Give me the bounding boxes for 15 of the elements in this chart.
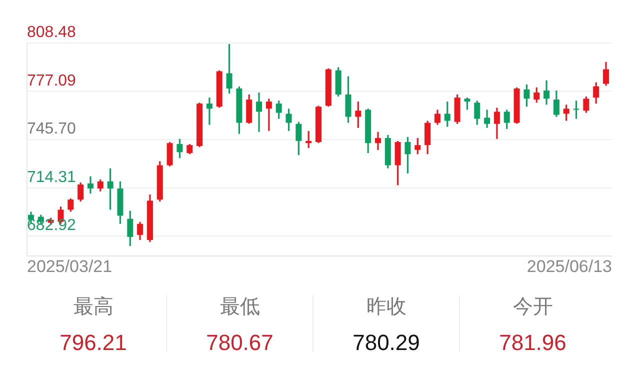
data-label: 780.29: [352, 330, 420, 355]
text: 2025/06/13: [526, 257, 612, 276]
category-label: 昨收: [366, 294, 406, 318]
category-label: 最高: [73, 294, 114, 318]
y-tick-label: 745.70: [27, 120, 76, 138]
category-label: 今开: [512, 294, 553, 318]
data-label: 796.21: [60, 330, 127, 355]
y-tick-label: 682.92: [27, 217, 76, 234]
text: 2025/03/21: [27, 257, 112, 276]
y-tick-label: 808.48: [27, 24, 76, 41]
y-tick-label: 777.09: [27, 72, 76, 90]
data-label: 781.96: [499, 330, 566, 355]
y-tick-label: 714.31: [27, 168, 76, 186]
category-label: 最低: [220, 294, 260, 318]
data-label: 780.67: [206, 330, 274, 355]
